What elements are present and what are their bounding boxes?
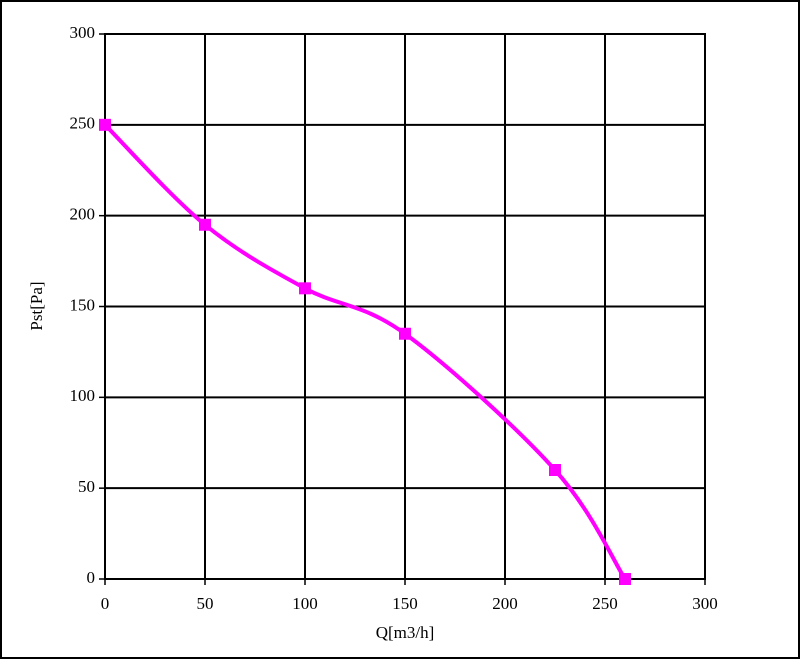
y-tick-label: 50	[78, 477, 95, 496]
x-tick-label: 150	[392, 594, 418, 613]
y-axis-label: Pst[Pa]	[27, 281, 46, 330]
x-tick-label: 200	[492, 594, 518, 613]
x-axis-label: Q[m3/h]	[376, 623, 435, 642]
marker	[399, 327, 411, 340]
y-tick-label: 250	[70, 114, 96, 133]
marker	[299, 282, 311, 295]
y-tick-label: 150	[70, 295, 96, 314]
marker	[619, 573, 631, 585]
x-tick-label: 250	[592, 594, 618, 613]
plot-border	[104, 33, 706, 580]
marker	[199, 218, 211, 231]
x-tick-label: 300	[692, 594, 718, 613]
line	[103, 123, 627, 581]
marker	[549, 464, 561, 476]
x-tick-label: 100	[292, 594, 318, 613]
x-tick-label: 0	[101, 594, 110, 613]
x-tick-label: 50	[197, 594, 214, 613]
marker	[99, 118, 111, 131]
y-tick-label: 300	[70, 23, 96, 42]
y-tick-label: 200	[70, 205, 96, 224]
y-tick-label: 100	[70, 386, 96, 405]
y-tick-label: 0	[87, 568, 96, 587]
